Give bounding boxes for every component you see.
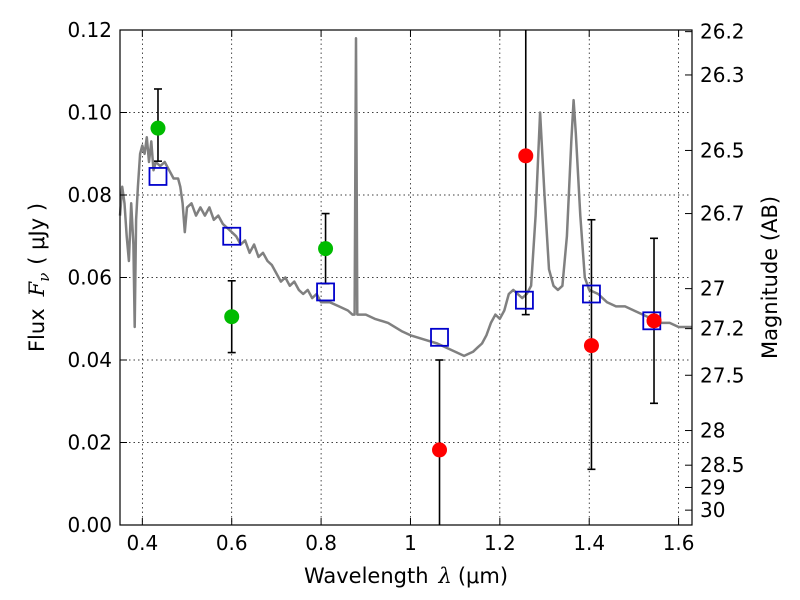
- red-data-point: [646, 313, 662, 329]
- error-bar-layer: [153, 30, 659, 525]
- y2-tick-label: 26.3: [700, 63, 745, 87]
- green-data-point: [224, 309, 240, 325]
- red-data-point: [518, 148, 534, 164]
- red-data-point: [432, 442, 448, 458]
- y-tick-label: 0.06: [67, 266, 112, 290]
- y2-tick-label: 28.5: [700, 453, 745, 477]
- x-tick-label: 1.2: [484, 531, 516, 555]
- y-tick-label: 0.10: [67, 101, 112, 125]
- y2-tick-label: 27.5: [700, 363, 745, 387]
- x-tick-label: 0.4: [126, 531, 158, 555]
- model-square-marker: [515, 290, 534, 310]
- y2-tick-label: 26.7: [700, 202, 745, 226]
- marker-layer: [148, 120, 662, 458]
- y2-tick-label: 27.2: [700, 317, 745, 341]
- grid: [120, 29, 692, 526]
- model-square-marker: [582, 284, 601, 304]
- green-data-point: [318, 241, 334, 257]
- green-data-point: [150, 120, 166, 136]
- y2-tick-label: 29: [700, 475, 725, 499]
- y2-tick-label: 30: [700, 498, 725, 522]
- y2-axis-label: Magnitude (AB): [758, 196, 782, 359]
- model-square-marker: [430, 327, 449, 347]
- y2-tick-label: 28: [700, 419, 725, 443]
- y-axis-label: FluxFν( μJy ): [25, 203, 53, 352]
- sed-model-line: [118, 37, 692, 358]
- x-tick-label: 1: [404, 531, 417, 555]
- y-tick-label: 0.08: [67, 183, 112, 207]
- y2-tick-label: 26.2: [700, 20, 745, 44]
- x-tick-label: 1.4: [573, 531, 605, 555]
- y-tick-label: 0.00: [67, 513, 112, 537]
- x-axis-label: Wavelength λ (μm): [304, 564, 508, 588]
- red-data-point: [583, 338, 599, 354]
- x-tick-label: 0.8: [305, 531, 337, 555]
- sed-line-layer: [118, 37, 692, 358]
- y2-tick-label: 27: [700, 277, 725, 301]
- y-tick-label: 0.04: [67, 348, 112, 372]
- model-square-marker: [222, 226, 242, 246]
- x-tick-label: 0.6: [216, 531, 248, 555]
- y-tick-label: 0.12: [67, 18, 112, 42]
- y2-tick-label: 26.5: [700, 138, 745, 162]
- y-tick-label: 0.02: [67, 431, 112, 455]
- model-square-marker: [316, 282, 335, 302]
- model-square-marker: [148, 167, 168, 186]
- tick-layer: 0.4 0.6 0.8 1 1.2 1.4 1.6 0.00 0.02 0.04 0.06 0.08 0…: [67, 18, 744, 555]
- x-tick-label: 1.6: [663, 531, 695, 555]
